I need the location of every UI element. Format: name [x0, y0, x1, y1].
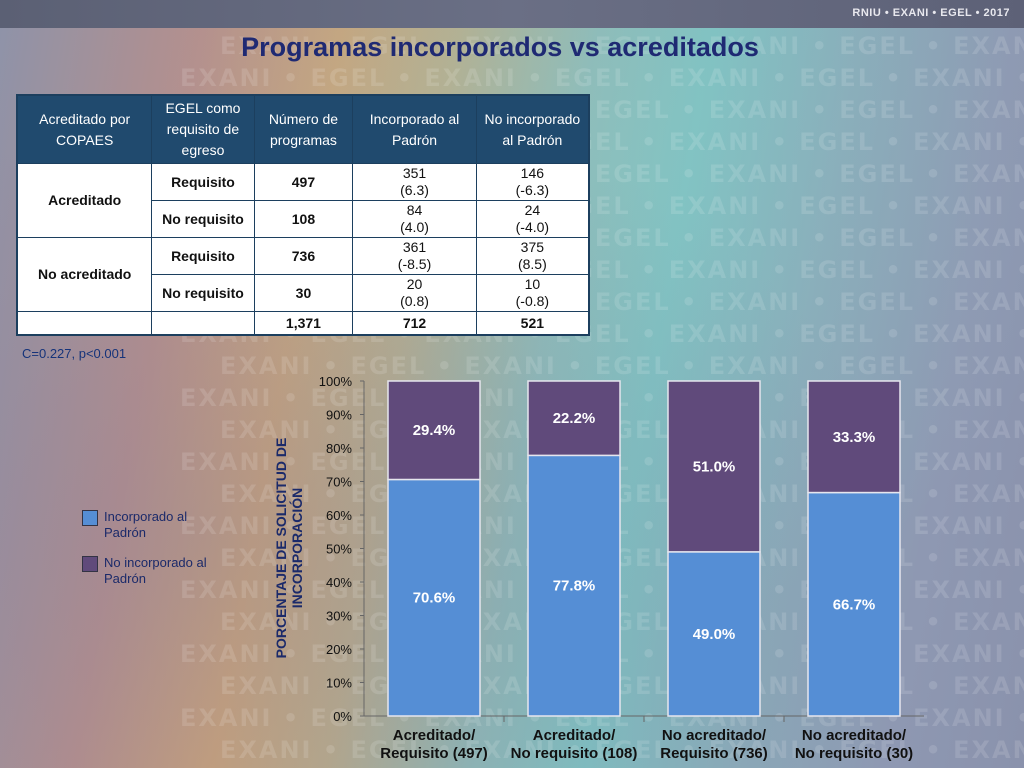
requirement-cell: Requisito: [151, 237, 255, 275]
y-tick-label: 90%: [326, 408, 352, 423]
data-label: 66.7%: [833, 596, 876, 613]
header-egel-requirement: EGEL como requisito de egreso: [151, 94, 255, 164]
y-tick-label: 80%: [326, 441, 352, 456]
x-tick-label: Acreditado/Requisito (497): [380, 727, 488, 762]
group-label: No acreditado: [16, 237, 153, 312]
table-total-row: 1,371 712 521: [16, 311, 590, 336]
y-tick-label: 30%: [326, 609, 352, 624]
legend-swatch-incorporated: [82, 510, 98, 526]
y-tick-label: 40%: [326, 575, 352, 590]
y-tick-label: 0%: [333, 709, 352, 724]
x-tick-label: No acreditado/Requisito (736): [660, 727, 768, 762]
empty-cell: [16, 311, 153, 336]
bar-not-incorporated: [527, 380, 621, 457]
bar-not-incorporated: [387, 380, 481, 481]
y-tick-label: 100%: [319, 374, 353, 389]
data-label: 22.2%: [553, 410, 596, 427]
requirement-cell: No requisito: [151, 200, 255, 238]
total-count-cell: 1,371: [253, 311, 354, 336]
table-row: Acreditado Requisito 497 351 (6.3) 146 (…: [16, 163, 590, 238]
y-tick-label: 50%: [326, 542, 352, 557]
top-bar: RNIU • EXANI • EGEL • 2017: [0, 0, 1024, 28]
group-label: Acreditado: [16, 163, 153, 238]
incorporated-cell: 361 (-8.5): [352, 237, 477, 275]
page-title: Programas incorporados vs acreditados: [241, 32, 759, 62]
bar-not-incorporated: [667, 380, 761, 553]
table-row: No requisito 108 84 (4.0) 24 (-4.0): [17, 200, 590, 238]
header-incorporated: Incorporado al Padrón: [352, 94, 477, 164]
crosstab-table: Acreditado por COPAES EGEL como requisit…: [16, 94, 590, 336]
total-not-incorporated-cell: 521: [475, 311, 590, 336]
header-program-count: Número de programas: [253, 94, 354, 164]
bar-incorporated: [387, 478, 481, 717]
legend-label-not-incorporated: No incorporado al Padrón: [104, 555, 207, 586]
chart-legend: Incorporado al Padrón No incorporado al …: [82, 509, 224, 601]
header-accredited: Acreditado por COPAES: [16, 94, 153, 164]
data-label: 70.6%: [413, 590, 456, 607]
data-label: 49.0%: [693, 626, 736, 643]
table-row: No requisito 30 20 (0.8) 10 (-0.8): [17, 274, 590, 312]
data-label: 29.4%: [413, 422, 456, 439]
y-tick-label: 10%: [326, 676, 352, 691]
bar-incorporated: [527, 454, 621, 717]
requirement-cell: No requisito: [151, 274, 255, 312]
total-incorporated-cell: 712: [352, 311, 477, 336]
data-label: 33.3%: [833, 429, 876, 446]
requirement-cell: Requisito: [151, 163, 255, 201]
bar-incorporated: [807, 491, 901, 717]
legend-item-incorporated: Incorporado al Padrón: [82, 509, 224, 541]
legend-swatch-not-incorporated: [82, 556, 98, 572]
count-cell: 30: [253, 274, 354, 312]
not-incorporated-cell: 375 (8.5): [475, 237, 590, 275]
empty-cell: [151, 311, 255, 336]
not-incorporated-cell: 10 (-0.8): [475, 274, 590, 312]
y-axis-title: PORCENTAJE DE SOLICITUD DEINCORPORACIÓN: [273, 438, 305, 659]
header-not-incorporated: No incorporado al Padrón: [475, 94, 590, 164]
x-tick-label: Acreditado/No requisito (108): [511, 727, 638, 762]
legend-item-not-incorporated: No incorporado al Padrón: [82, 555, 224, 587]
y-tick-label: 60%: [326, 508, 352, 523]
data-label: 51.0%: [693, 458, 736, 475]
data-label: 77.8%: [553, 578, 596, 595]
bar-incorporated: [667, 551, 761, 717]
y-tick-label: 20%: [326, 642, 352, 657]
incorporated-cell: 84 (4.0): [352, 200, 477, 238]
legend-label-incorporated: Incorporado al Padrón: [104, 509, 188, 540]
table-row: No acreditado Requisito 736 361 (-8.5) 3…: [16, 237, 590, 312]
table-header-row: Acreditado por COPAES EGEL como requisit…: [16, 94, 590, 164]
brand-label: RNIU • EXANI • EGEL • 2017: [852, 7, 1010, 19]
contingency-coefficient: C=0.227, p<0.001: [22, 346, 127, 361]
y-tick-label: 70%: [326, 475, 352, 490]
incorporated-cell: 20 (0.8): [352, 274, 477, 312]
bar-not-incorporated: [807, 380, 901, 494]
x-tick-label: No acreditado/No requisito (30): [795, 727, 913, 762]
